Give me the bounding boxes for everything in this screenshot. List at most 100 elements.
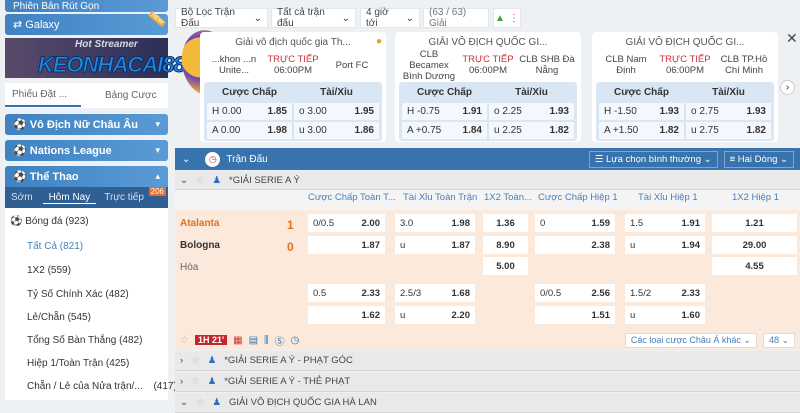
sport-soccer[interactable]: ⚽ Bóng đá (923) (10, 216, 89, 227)
handicap-odds[interactable]: A 0.00 1.98 (207, 122, 292, 139)
odds-cell[interactable]: 1.5/2 2.33 (625, 284, 705, 302)
odds-cell[interactable]: 1.62 (308, 306, 385, 324)
sort-icon[interactable]: ▲ ⋮ (493, 8, 521, 28)
matches-title: Trận Đấu (226, 153, 268, 165)
market-half-odd-even[interactable]: Chẵn / Lẻ của Nửa trận/... (417) (27, 381, 177, 392)
odds-cell[interactable]: u 1.87 (395, 236, 475, 254)
star-icon[interactable]: ☆ (191, 355, 200, 366)
odds-cell[interactable]: u 2.20 (395, 306, 475, 324)
over-under-odds[interactable]: o 3.00 1.95 (294, 103, 379, 120)
odds-cell-1x2[interactable]: 1.21 (712, 214, 797, 232)
featured-match-card[interactable]: GIẢI VÔ ĐỊCH QUỐC GI... CLB Nam Định TRỰ… (592, 32, 778, 142)
card-league: Giải vô địch quốc gia Th... (235, 37, 351, 48)
view-mode-dropdown[interactable]: ☰ Lựa chọn bình thường ⌄ (588, 150, 718, 168)
featured-match-card[interactable]: GIẢI VÔ ĐỊCH QUỐC GI... CLB Becamex Bình… (395, 32, 581, 142)
odds-cell[interactable]: 0 1.59 (535, 214, 615, 232)
handicap-odds[interactable]: A +0.75 1.84 (402, 122, 487, 139)
handicap-header: Cược Chấp (222, 87, 277, 98)
market-1x2[interactable]: 1X2 (559) (27, 265, 71, 276)
over-under-odds[interactable]: o 2.75 1.93 (686, 103, 771, 120)
sidebar-section-nations-league[interactable]: ⚽ Nations League ▾ (5, 140, 168, 161)
odds-cell-1x2[interactable]: 5.00 (483, 257, 528, 275)
all-matches-dropdown[interactable]: Tất cả trận đấu ⌄ (271, 7, 356, 29)
handicap-odds[interactable]: H -0.75 1.91 (402, 103, 487, 120)
league-row-corners[interactable]: › ☆ ♟ *GIẢI SERIE A Ý - PHẠT GÓC (175, 351, 800, 371)
row-mode-dropdown[interactable]: ≡ Hai Dòng ⌄ (723, 150, 794, 168)
tab-live[interactable]: Trực tiếp (104, 192, 144, 203)
odds-cell[interactable]: 0.5 2.33 (308, 284, 385, 302)
stats-list-icon[interactable]: ▤ (248, 334, 259, 346)
card-home-team: ...khon ...n Unite... (211, 54, 257, 76)
odds-cell-1x2[interactable]: 4.55 (712, 257, 797, 275)
close-icon[interactable]: ✕ (786, 30, 798, 46)
odds-cell[interactable]: 2.5/3 1.68 (395, 284, 475, 302)
card-league: GIẢI VÔ ĐỊCH QUỐC GI... (625, 37, 745, 48)
over-under-odds[interactable]: u 2.25 1.82 (489, 122, 574, 139)
collapse-chevron-icon[interactable]: ⌄ (182, 153, 191, 165)
handicap-odds[interactable]: H 0.00 1.85 (207, 103, 292, 120)
over-under-header: Tài/Xỉu (515, 87, 548, 98)
market-ht-ft[interactable]: Hiệp 1/Toàn Trận (425) (27, 358, 130, 369)
more-markets-dropdown[interactable]: 48 ⌄ (762, 332, 795, 348)
odds-cell-1x2[interactable]: 8.90 (483, 236, 528, 254)
sidebar-section-womens-euro[interactable]: ⚽ Vô Địch Nữ Châu Âu ▾ (5, 114, 168, 135)
draw-label: Hòa (180, 262, 199, 273)
league-row-cards[interactable]: › ☆ ♟ *GIẢI SERIE A Ý - THẺ PHẠT (175, 372, 800, 392)
odds-cell[interactable]: 0/0.5 2.56 (535, 284, 615, 302)
galaxy-button[interactable]: ⇄ Galaxy NEW (5, 10, 168, 35)
match-filter-dropdown[interactable]: Bộ Lọc Trận Đấu ⌄ (175, 7, 268, 29)
cashout-icon[interactable]: Ⓢ (274, 336, 285, 348)
odds-cell[interactable]: u 1.94 (625, 236, 705, 254)
handicap-odds[interactable]: A +1.50 1.82 (599, 122, 684, 139)
odds-cell[interactable]: 3.0 1.98 (395, 214, 475, 232)
soccer-icon: ⚽ (13, 171, 30, 183)
handicap-header: Cược Chấp (614, 87, 669, 98)
odds-header (175, 190, 800, 210)
market-total-goals[interactable]: Tổng Số Bàn Thắng (482) (27, 335, 143, 346)
market-all[interactable]: Tất Cả (821) (27, 241, 84, 252)
live-status: TRỰC TIẾP (659, 54, 711, 65)
star-icon[interactable]: ☆ (195, 397, 205, 408)
tab-bet-list[interactable]: Bảng Cược (105, 90, 157, 101)
next-arrow-icon[interactable]: › (780, 80, 795, 95)
soccer-icon: ⚽ (10, 216, 23, 227)
star-icon[interactable]: ☆ (180, 334, 189, 346)
time-range-dropdown[interactable]: 4 giờ tới ⌄ (360, 7, 420, 29)
star-icon[interactable]: ☆ (195, 174, 205, 186)
over-under-odds[interactable]: u 2.75 1.82 (686, 122, 771, 139)
league-row[interactable]: ⌄ ☆ ♟ *GIẢI SERIE A Ý (175, 171, 800, 190)
odds-cell-1x2[interactable]: 29.00 (712, 236, 797, 254)
league-icon: ♟ (207, 376, 217, 387)
over-under-odds[interactable]: o 2.25 1.93 (489, 103, 574, 120)
sidebar-section-sports[interactable]: ⚽ Thể Thao ▴ (5, 166, 168, 187)
market-odd-even[interactable]: Lẻ/Chẵn (545) (27, 312, 91, 323)
league-row-netherlands[interactable]: ⌄ ☆ ♟ GIẢI VÔ ĐỊCH QUỐC GIA HÀ LAN (175, 393, 800, 413)
promo-banner[interactable]: Hot Streamer (5, 38, 168, 78)
odds-cell[interactable]: 0/0.5 2.00 (308, 214, 385, 232)
site-logo: KEONHACAI88 (38, 52, 187, 77)
featured-match-card[interactable]: Giải vô địch quốc gia Th... ...khon ...n… (200, 32, 386, 142)
chevron-right-icon: › (180, 376, 184, 387)
odds-cell[interactable]: 1.87 (308, 236, 385, 254)
market-correct-score[interactable]: Tỷ Số Chính Xác (482) (27, 289, 129, 300)
card-away-team: CLB TP.Hồ Chí Minh (720, 54, 768, 76)
odds-cell[interactable]: 2.38 (535, 236, 615, 254)
odds-cell[interactable]: 1.5 1.91 (625, 214, 705, 232)
tab-bet-slip[interactable]: Phiếu Đặt ... (5, 85, 81, 107)
bar-chart-icon[interactable]: ⫼ (264, 334, 269, 346)
over-under-odds[interactable]: u 3.00 1.86 (294, 122, 379, 139)
odds-cell[interactable]: u 1.60 (625, 306, 705, 324)
field-icon[interactable]: ▦ (233, 334, 243, 346)
league-count-filter[interactable]: (63 / 63) Giải (423, 7, 489, 29)
soccer-icon: ⚽ (13, 119, 30, 131)
live-count-badge: 206 (148, 187, 166, 196)
other-asian-bets-dropdown[interactable]: Các loại cược Châu Á khác ⌄ (624, 332, 757, 348)
odds-cell-1x2[interactable]: 1.36 (483, 214, 528, 232)
handicap-odds[interactable]: H -1.50 1.93 (599, 103, 684, 120)
odds-cell[interactable]: 1.51 (535, 306, 615, 324)
tab-today[interactable]: Hôm Nay (42, 192, 97, 204)
history-icon[interactable]: ◷ (290, 334, 300, 346)
tab-early[interactable]: Sớm (11, 192, 33, 203)
star-icon[interactable]: ☆ (191, 376, 200, 387)
compact-version-button[interactable]: Phiên Bản Rút Gọn (5, 0, 168, 12)
